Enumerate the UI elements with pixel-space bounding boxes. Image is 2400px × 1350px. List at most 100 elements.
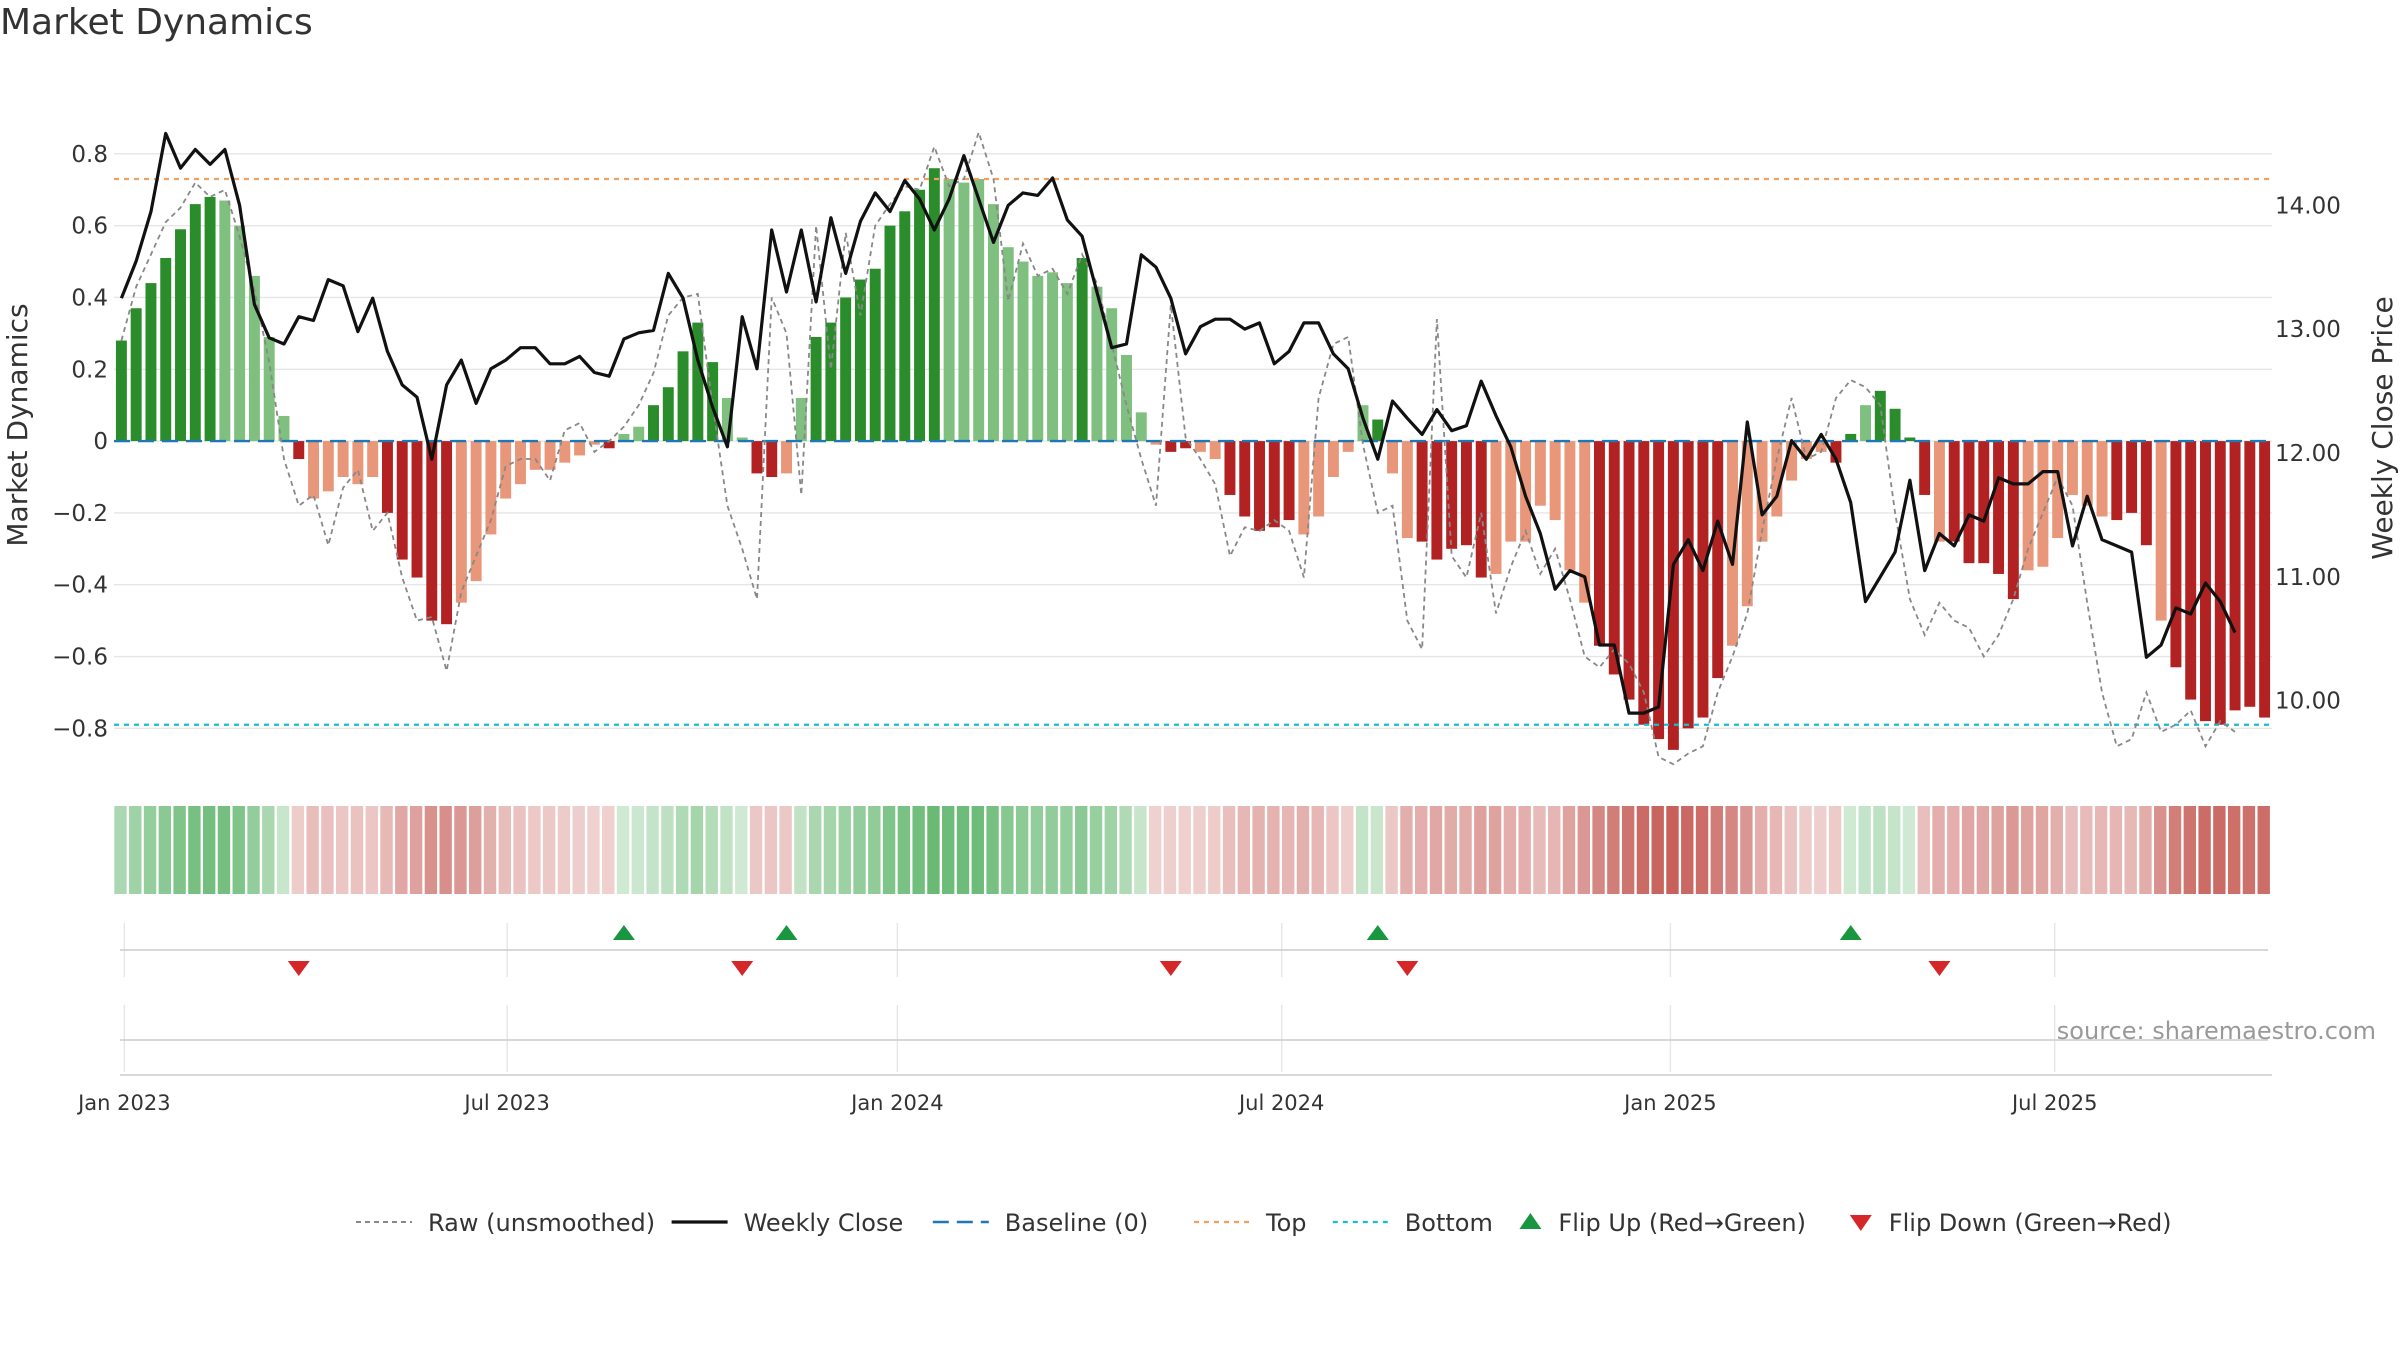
flip-up-marker — [1366, 925, 1389, 940]
bar — [1919, 441, 1931, 495]
heat-cell — [1961, 806, 1975, 894]
heat-cell — [1917, 806, 1930, 894]
bar — [2037, 441, 2049, 567]
heat-cell — [1607, 806, 1620, 894]
heat-cell — [1400, 806, 1413, 894]
heat-cell — [1193, 806, 1206, 894]
heat-cell — [232, 806, 245, 894]
bar — [751, 441, 763, 474]
bar — [485, 441, 497, 535]
bar — [2140, 441, 2152, 546]
bar — [1564, 441, 1576, 571]
bar — [884, 225, 896, 442]
bar — [721, 398, 733, 442]
heat-cell — [365, 806, 378, 894]
y-tick-label: −0.2 — [52, 501, 108, 527]
bar — [559, 441, 571, 463]
heat-cell — [986, 806, 999, 894]
heat-cell — [779, 806, 792, 894]
heat-cell — [276, 806, 290, 894]
bar — [1889, 408, 1901, 442]
bar — [1475, 441, 1487, 578]
heat-cell — [1045, 806, 1058, 894]
bar — [1904, 437, 1916, 442]
bar — [2126, 441, 2138, 513]
bar — [869, 268, 881, 442]
bar — [1978, 441, 1990, 564]
heat-cell — [1015, 806, 1029, 894]
bar — [1534, 441, 1546, 506]
x-tick-label: Jan 2023 — [76, 1091, 171, 1115]
bar — [1845, 433, 1857, 442]
axes: 0.8 0.6 0.4 0.2 0 −0.2 −0.4 −0.6 −0.8 14.00 13.00 1… — [52, 142, 2341, 1115]
heat-cell — [2124, 806, 2137, 894]
legend-label: Flip Down (Green→Red) — [1889, 1209, 2172, 1237]
heat-cell — [2183, 806, 2196, 894]
bar — [1372, 419, 1384, 442]
bar — [1756, 441, 1768, 542]
y2-tick-label: 13.00 — [2275, 317, 2341, 343]
heat-cell — [1341, 806, 1354, 894]
heat-cell — [1873, 806, 1886, 894]
bar — [1431, 441, 1443, 560]
raw-line — [120, 129, 2236, 766]
y-tick-label: −0.4 — [52, 573, 108, 599]
heat-cell — [1902, 806, 1916, 894]
heat-cell — [1296, 806, 1310, 894]
heat-cell — [1104, 806, 1117, 894]
heat-cell — [1355, 806, 1369, 894]
bar — [1594, 441, 1605, 646]
bar — [1697, 441, 1709, 718]
heat-cell — [1799, 806, 1812, 894]
bar — [1860, 405, 1871, 442]
heat-strip — [114, 806, 2270, 894]
heat-cell — [1075, 806, 1088, 894]
bar — [1653, 441, 1665, 740]
bar — [1741, 441, 1753, 607]
bar — [1283, 441, 1295, 521]
bar — [2155, 441, 2167, 621]
bar — [928, 168, 940, 442]
heat-cell — [808, 806, 822, 894]
flip-down-marker — [287, 961, 310, 976]
heat-cell — [1459, 806, 1472, 894]
heat-cell — [1754, 806, 1768, 894]
heat-cell — [1415, 806, 1428, 894]
bar — [1194, 441, 1206, 452]
heat-cell — [2139, 806, 2152, 894]
bar — [1061, 283, 1073, 442]
legend-item-top: Top — [1194, 1209, 1307, 1237]
bar — [1091, 286, 1103, 442]
bar — [1830, 441, 1842, 463]
heat-cell — [1222, 806, 1236, 894]
heat-cell — [2227, 806, 2241, 894]
heat-cell — [1030, 806, 1044, 894]
heat-cell — [2198, 806, 2211, 894]
heat-cell — [1163, 806, 1177, 894]
heat-cell — [498, 806, 511, 894]
y2-tick-label: 11.00 — [2275, 565, 2341, 591]
bar — [1121, 354, 1132, 442]
bar — [1357, 405, 1369, 442]
heat-cell — [1001, 806, 1014, 894]
heat-cell — [912, 806, 925, 894]
bar — [2111, 441, 2123, 521]
bar — [500, 441, 512, 499]
flip-down-marker — [731, 961, 754, 976]
heat-cell — [158, 806, 172, 894]
y-tick-label: 0.2 — [71, 357, 108, 383]
legend-label: Bottom — [1405, 1209, 1493, 1237]
heat-cell — [557, 806, 571, 894]
heat-cell — [616, 806, 630, 894]
bar — [692, 322, 704, 442]
bar — [337, 441, 349, 477]
heat-cell — [2168, 806, 2182, 894]
heat-cell — [2242, 806, 2256, 894]
bar — [1150, 441, 1162, 445]
bar — [1268, 441, 1280, 528]
heat-cell — [749, 806, 763, 894]
bar — [1963, 441, 1975, 564]
heat-cell — [1060, 806, 1073, 894]
legend-item-down: Flip Down (Green→Red) — [1849, 1209, 2172, 1237]
heat-cell — [1991, 806, 2004, 894]
